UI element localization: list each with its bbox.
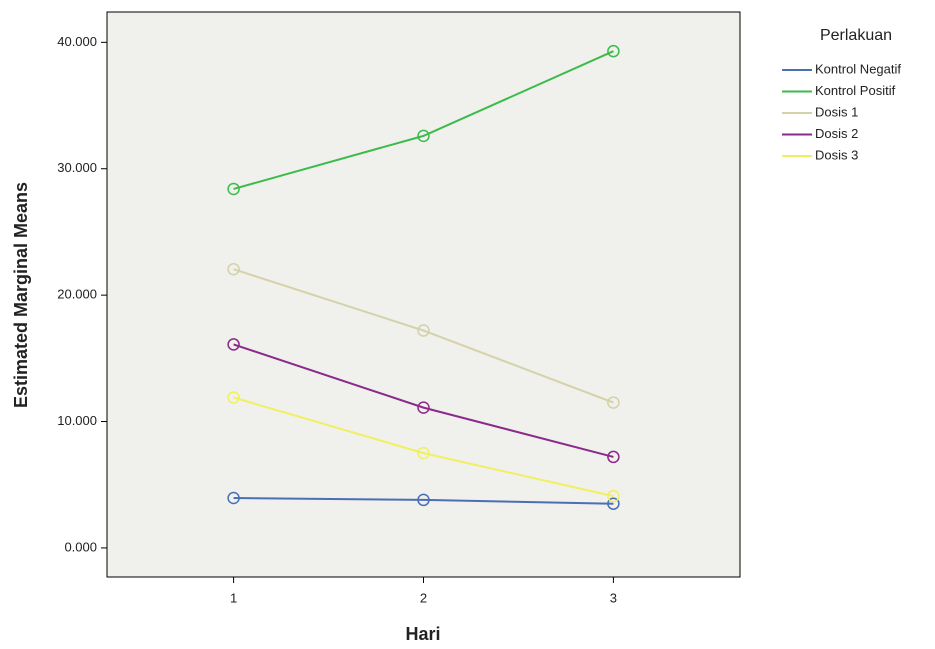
legend-label: Dosis 1 [815,104,858,119]
x-tick-label: 1 [230,590,237,605]
point-marker [417,129,430,143]
point-marker [607,450,620,464]
x-tick-label: 3 [610,590,617,605]
y-tick-label: 40.000 [57,34,97,49]
point-marker [417,493,430,507]
series-line [233,497,614,505]
y-tick-label: 30.000 [57,160,97,175]
point-marker [227,491,240,505]
series-line [233,343,614,458]
series-line [233,50,614,190]
legend-title: Perlakuan [820,27,892,44]
legend-label: Dosis 3 [815,147,858,162]
point-marker [227,262,240,276]
plot-area [106,11,741,578]
legend-label: Kontrol Positif [815,83,896,98]
point-marker [607,489,620,503]
point-marker [227,182,240,196]
x-axis-title: Hari [405,624,440,644]
point-marker [227,338,240,351]
legend-label: Dosis 2 [815,126,858,141]
series-line [233,396,614,498]
y-axis-title: Estimated Marginal Means [11,182,31,408]
y-tick-label: 0.000 [64,539,97,554]
point-marker [607,396,620,409]
point-marker [417,401,430,414]
point-marker [417,324,430,337]
x-tick-label: 2 [420,590,427,605]
point-marker [607,44,620,58]
y-tick-label: 20.000 [57,287,97,302]
point-marker [227,391,240,404]
point-marker [417,446,430,460]
y-tick-label: 10.000 [57,413,97,428]
legend-label: Kontrol Negatif [815,61,901,76]
point-marker [607,497,620,510]
series-line [233,268,614,404]
